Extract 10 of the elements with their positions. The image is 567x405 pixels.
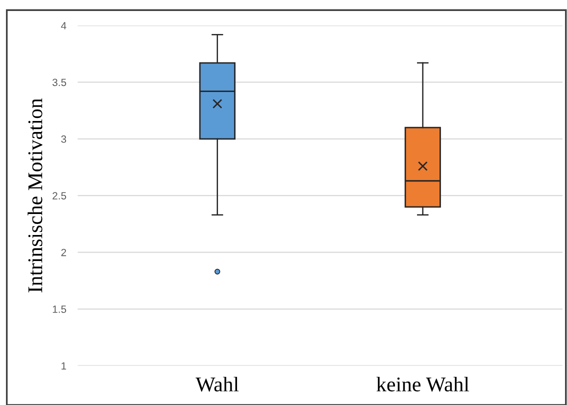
y-tick-label: 2.5 [52, 192, 66, 200]
y-tick-label: 3.5 [52, 78, 66, 86]
y-tick-label: 3 [61, 135, 66, 143]
y-tick-label: 1.5 [52, 306, 66, 313]
y-tick-label: 4 [61, 22, 66, 30]
y-tick-label: 1 [62, 362, 66, 370]
x-tick-label: Wahl [196, 376, 239, 392]
x-tick-label: keine Wahl [376, 376, 470, 392]
y-tick-label: 2 [61, 248, 66, 256]
y-axis-title: Intrinsische Motivation [28, 98, 42, 292]
